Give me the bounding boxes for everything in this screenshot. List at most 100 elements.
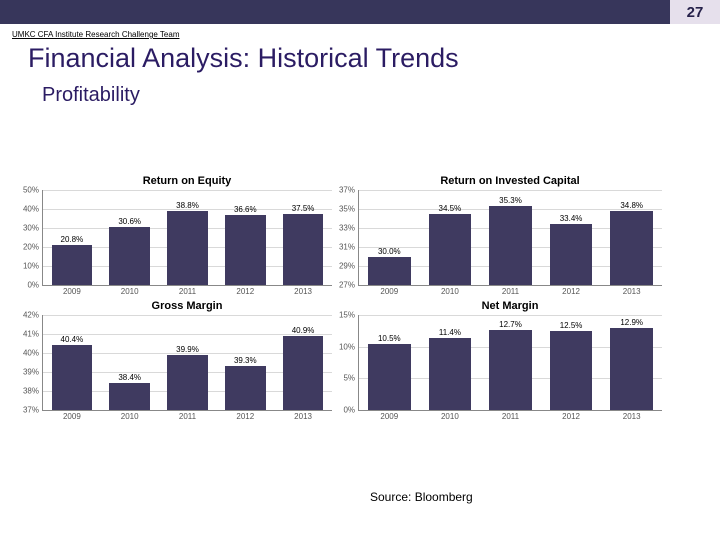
bar xyxy=(550,224,592,285)
bar xyxy=(610,211,652,285)
y-tick-label: 29% xyxy=(333,262,355,271)
x-tick-label: 2013 xyxy=(294,287,312,296)
bar xyxy=(52,345,92,410)
page-title: Financial Analysis: Historical Trends xyxy=(28,43,720,74)
y-tick-label: 10% xyxy=(17,262,39,271)
bar xyxy=(429,338,471,410)
bar-column: 30.6%2010 xyxy=(101,190,159,285)
plot-area: 0%5%10%15%10.5%200911.4%201012.7%201112.… xyxy=(358,315,662,411)
chart-title: Gross Margin xyxy=(42,300,332,312)
plot-area: 37%38%39%40%41%42%40.4%200938.4%201039.9… xyxy=(42,315,332,411)
x-tick-label: 2010 xyxy=(441,412,459,421)
y-tick-label: 37% xyxy=(333,186,355,195)
y-tick-label: 42% xyxy=(17,311,39,320)
x-tick-label: 2011 xyxy=(502,412,519,421)
x-tick-label: 2011 xyxy=(179,287,196,296)
bar-value-label: 33.4% xyxy=(560,214,583,223)
chart-gross-margin: Gross Margin37%38%39%40%41%42%40.4%20093… xyxy=(42,300,332,411)
y-tick-label: 15% xyxy=(333,311,355,320)
chart-net-margin: Net Margin0%5%10%15%10.5%200911.4%201012… xyxy=(358,300,662,411)
bar-value-label: 12.5% xyxy=(560,321,583,330)
bar-value-label: 40.9% xyxy=(292,326,315,335)
bars-container: 30.0%200934.5%201035.3%201133.4%201234.8… xyxy=(359,190,662,285)
bar-column: 34.8%2013 xyxy=(601,190,662,285)
x-tick-label: 2013 xyxy=(623,412,641,421)
bar-column: 39.3%2012 xyxy=(216,315,274,410)
chart-row-1: Return on Equity0%10%20%30%40%50%20.8%20… xyxy=(42,175,682,286)
chart-roe: Return on Equity0%10%20%30%40%50%20.8%20… xyxy=(42,175,332,286)
y-tick-label: 40% xyxy=(17,205,39,214)
bar xyxy=(52,245,92,285)
plot-area: 0%10%20%30%40%50%20.8%200930.6%201038.8%… xyxy=(42,190,332,286)
bars-container: 10.5%200911.4%201012.7%201112.5%201212.9… xyxy=(359,315,662,410)
y-tick-label: 37% xyxy=(17,406,39,415)
chart-roic: Return on Invested Capital27%29%31%33%35… xyxy=(358,175,662,286)
x-tick-label: 2013 xyxy=(623,287,641,296)
bar-value-label: 12.9% xyxy=(620,318,643,327)
x-tick-label: 2009 xyxy=(380,287,398,296)
bar xyxy=(368,344,410,411)
bar-value-label: 30.6% xyxy=(118,217,141,226)
bar-column: 37.5%2013 xyxy=(274,190,332,285)
bar-value-label: 30.0% xyxy=(378,247,401,256)
page-number: 27 xyxy=(670,0,720,24)
bar xyxy=(489,206,531,285)
bar-column: 40.4%2009 xyxy=(43,315,101,410)
bar-column: 12.7%2011 xyxy=(480,315,541,410)
y-tick-label: 27% xyxy=(333,281,355,290)
y-tick-label: 5% xyxy=(333,374,355,383)
x-tick-label: 2010 xyxy=(121,287,139,296)
y-tick-label: 35% xyxy=(333,205,355,214)
bars-container: 20.8%200930.6%201038.8%201136.6%201237.5… xyxy=(43,190,332,285)
bar-value-label: 12.7% xyxy=(499,320,522,329)
x-tick-label: 2012 xyxy=(236,287,254,296)
bar-value-label: 38.4% xyxy=(118,373,141,382)
x-tick-label: 2009 xyxy=(63,412,81,421)
x-tick-label: 2010 xyxy=(441,287,459,296)
bar-value-label: 34.5% xyxy=(439,204,462,213)
bars-container: 40.4%200938.4%201039.9%201139.3%201240.9… xyxy=(43,315,332,410)
y-tick-label: 41% xyxy=(17,330,39,339)
bar xyxy=(109,383,149,410)
page-subtitle: Profitability xyxy=(42,84,720,107)
x-tick-label: 2012 xyxy=(236,412,254,421)
bar-value-label: 40.4% xyxy=(61,335,84,344)
bar-value-label: 10.5% xyxy=(378,334,401,343)
x-tick-label: 2011 xyxy=(502,287,519,296)
x-tick-label: 2013 xyxy=(294,412,312,421)
bar-column: 34.5%2010 xyxy=(420,190,481,285)
y-tick-label: 31% xyxy=(333,243,355,252)
top-header-bar: 27 xyxy=(0,0,720,24)
bar-value-label: 39.3% xyxy=(234,356,257,365)
bar-column: 33.4%2012 xyxy=(541,190,602,285)
bar-column: 30.0%2009 xyxy=(359,190,420,285)
y-tick-label: 38% xyxy=(17,387,39,396)
bar-value-label: 20.8% xyxy=(61,235,84,244)
chart-title: Return on Invested Capital xyxy=(358,175,662,187)
x-tick-label: 2009 xyxy=(380,412,398,421)
bar-column: 38.8%2011 xyxy=(159,190,217,285)
x-tick-label: 2009 xyxy=(63,287,81,296)
bar xyxy=(109,227,149,285)
x-tick-label: 2012 xyxy=(562,412,580,421)
bar-value-label: 38.8% xyxy=(176,201,199,210)
y-tick-label: 10% xyxy=(333,342,355,351)
chart-title: Return on Equity xyxy=(42,175,332,187)
team-label: UMKC CFA Institute Research Challenge Te… xyxy=(12,30,720,39)
bar-value-label: 34.8% xyxy=(620,201,643,210)
bar-value-label: 36.6% xyxy=(234,205,257,214)
bar-value-label: 35.3% xyxy=(499,196,522,205)
bar-column: 40.9%2013 xyxy=(274,315,332,410)
y-tick-label: 50% xyxy=(17,186,39,195)
y-tick-label: 20% xyxy=(17,243,39,252)
bar-column: 35.3%2011 xyxy=(480,190,541,285)
bar-value-label: 37.5% xyxy=(292,204,315,213)
bar xyxy=(283,336,323,410)
bar xyxy=(429,214,471,285)
bar xyxy=(167,211,207,285)
bar-column: 11.4%2010 xyxy=(420,315,481,410)
y-tick-label: 30% xyxy=(17,224,39,233)
bar xyxy=(225,215,265,285)
bar-column: 39.9%2011 xyxy=(159,315,217,410)
slide: 27 UMKC CFA Institute Research Challenge… xyxy=(0,0,720,540)
